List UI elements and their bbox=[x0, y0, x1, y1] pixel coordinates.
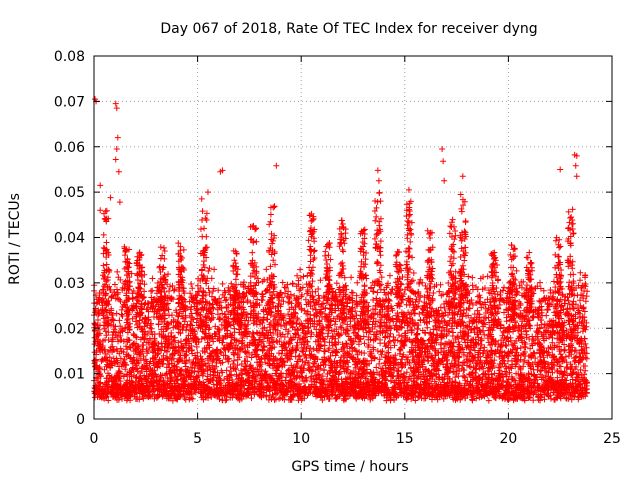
data-point bbox=[205, 285, 212, 292]
data-point bbox=[165, 361, 172, 368]
data-point bbox=[347, 336, 354, 343]
data-point bbox=[187, 306, 194, 313]
data-point bbox=[525, 371, 532, 378]
data-point bbox=[124, 346, 131, 353]
data-point bbox=[373, 364, 380, 371]
data-point bbox=[506, 369, 513, 376]
data-point bbox=[455, 339, 462, 346]
data-point bbox=[501, 284, 508, 291]
data-point bbox=[456, 368, 463, 375]
data-point bbox=[122, 366, 129, 373]
data-point bbox=[517, 345, 524, 352]
data-point bbox=[540, 381, 547, 388]
data-point bbox=[276, 395, 283, 402]
data-point bbox=[284, 281, 291, 288]
data-point bbox=[156, 330, 163, 337]
data-point bbox=[297, 365, 304, 372]
data-point bbox=[348, 289, 355, 296]
data-point bbox=[170, 287, 177, 294]
data-point bbox=[310, 363, 317, 370]
data-point bbox=[381, 359, 388, 366]
data-point bbox=[373, 295, 380, 302]
data-point bbox=[582, 298, 589, 305]
data-point bbox=[349, 289, 356, 296]
data-point bbox=[416, 310, 423, 317]
data-point bbox=[210, 305, 217, 312]
data-point bbox=[405, 309, 412, 316]
data-point bbox=[485, 397, 492, 404]
data-point bbox=[466, 357, 473, 364]
data-point bbox=[565, 297, 572, 304]
data-point bbox=[476, 292, 483, 299]
data-point bbox=[289, 346, 296, 353]
data-point bbox=[234, 362, 241, 369]
data-point bbox=[157, 363, 164, 370]
grid-lines bbox=[94, 56, 612, 419]
data-point bbox=[412, 397, 419, 404]
data-point bbox=[281, 284, 288, 291]
data-point bbox=[525, 395, 532, 402]
data-point bbox=[321, 348, 328, 355]
data-point bbox=[343, 340, 350, 347]
data-point bbox=[149, 287, 156, 294]
data-point bbox=[292, 331, 299, 338]
data-point bbox=[445, 279, 452, 286]
data-point bbox=[580, 363, 587, 370]
data-point bbox=[268, 334, 275, 341]
data-point bbox=[140, 353, 147, 360]
data-point bbox=[148, 288, 155, 295]
data-point bbox=[218, 321, 225, 328]
data-point bbox=[210, 338, 217, 345]
data-point bbox=[502, 363, 509, 370]
data-point bbox=[370, 297, 377, 304]
data-point bbox=[577, 277, 584, 284]
data-point bbox=[279, 279, 286, 286]
data-point bbox=[382, 343, 389, 350]
data-point bbox=[583, 355, 590, 362]
data-point bbox=[294, 316, 301, 323]
data-point bbox=[216, 316, 223, 323]
data-point bbox=[243, 289, 250, 296]
data-point bbox=[537, 279, 544, 286]
data-point bbox=[496, 301, 503, 308]
data-point bbox=[111, 281, 118, 288]
data-point bbox=[528, 340, 535, 347]
data-point bbox=[241, 366, 248, 373]
data-point bbox=[219, 280, 226, 287]
data-point bbox=[318, 301, 325, 308]
data-point bbox=[333, 280, 340, 287]
data-point bbox=[113, 286, 120, 293]
data-point bbox=[386, 338, 393, 345]
data-point bbox=[270, 330, 277, 337]
data-point bbox=[238, 360, 245, 367]
data-point bbox=[320, 367, 327, 374]
data-point bbox=[537, 368, 544, 375]
data-point bbox=[530, 337, 537, 344]
data-point bbox=[261, 324, 268, 331]
data-point bbox=[210, 381, 217, 388]
data-points bbox=[91, 96, 591, 404]
data-point bbox=[222, 397, 229, 404]
data-point bbox=[569, 376, 576, 383]
data-point bbox=[417, 276, 424, 283]
data-point bbox=[338, 354, 345, 361]
data-point bbox=[582, 340, 589, 347]
data-point bbox=[355, 341, 362, 348]
data-point bbox=[414, 374, 421, 381]
data-point bbox=[464, 343, 471, 350]
